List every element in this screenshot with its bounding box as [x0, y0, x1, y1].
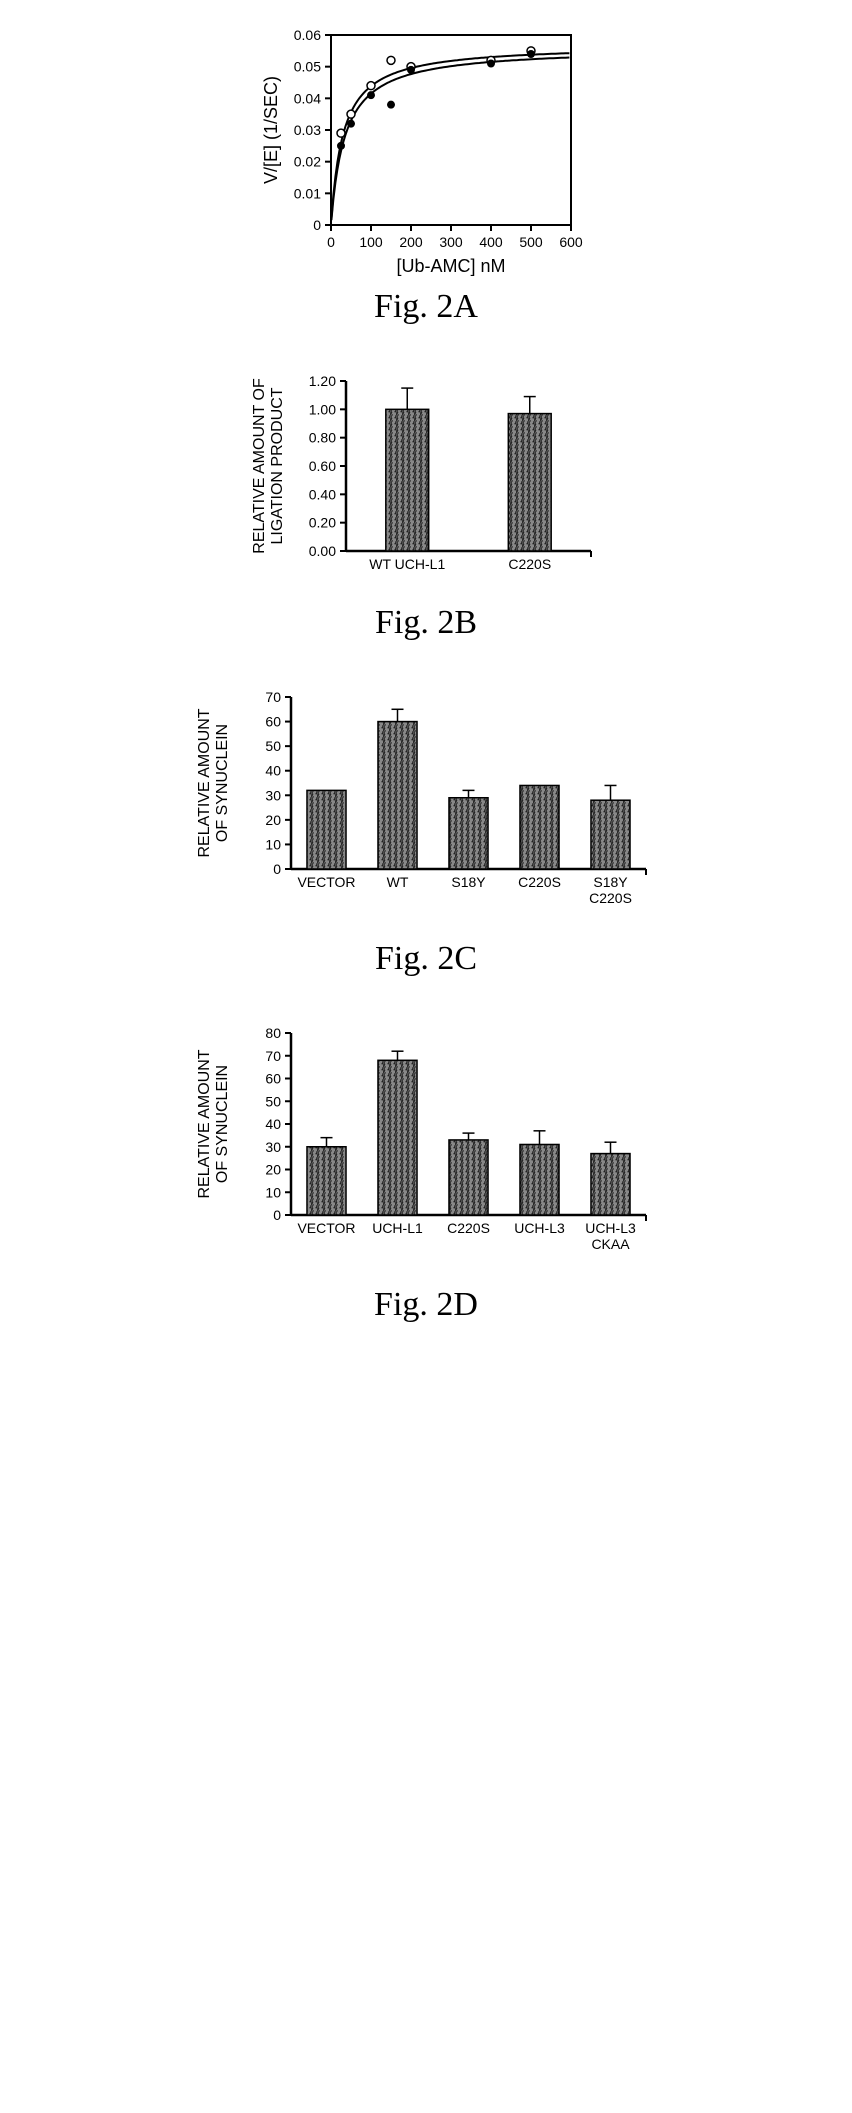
figure-2c: 010203040506070VECTORWTS18YC220SS18YC220…: [20, 682, 832, 978]
svg-text:WT UCH-L1: WT UCH-L1: [369, 556, 445, 572]
svg-text:0.02: 0.02: [294, 154, 321, 170]
svg-text:10: 10: [265, 836, 281, 852]
svg-text:VECTOR: VECTOR: [297, 874, 355, 890]
svg-text:C220S: C220S: [589, 890, 632, 906]
svg-text:UCH-L1: UCH-L1: [372, 1220, 423, 1236]
svg-text:RELATIVE AMOUNT OF: RELATIVE AMOUNT OF: [251, 378, 268, 554]
fig2d-plot: 0 10 20 30 40 50 60 70 80 VECTOR UCH-L1 C220S UCH-L3…: [191, 1018, 661, 1278]
svg-text:0.06: 0.06: [294, 27, 321, 43]
svg-text:RELATIVE AMOUNT: RELATIVE AMOUNT: [196, 708, 213, 857]
fig2c-label: Fig. 2C: [375, 940, 477, 978]
svg-text:0: 0: [273, 861, 281, 877]
svg-text:500: 500: [519, 234, 543, 250]
svg-text:600: 600: [559, 234, 583, 250]
svg-text:70: 70: [265, 1048, 281, 1064]
svg-text:OF SYNUCLEIN: OF SYNUCLEIN: [214, 724, 231, 842]
svg-text:C220S: C220S: [518, 874, 561, 890]
figure-2b: 0.00 0.20 0.40 0.60 0.80 1.00 1.20 WT UCH-L1 C22…: [20, 366, 832, 642]
svg-text:0.04: 0.04: [294, 90, 321, 106]
svg-text:CKAA: CKAA: [591, 1236, 630, 1252]
svg-text:WT: WT: [387, 874, 409, 890]
svg-text:S18Y: S18Y: [451, 874, 486, 890]
svg-text:0.00: 0.00: [309, 543, 336, 559]
svg-text:RELATIVE AMOUNT: RELATIVE AMOUNT: [196, 1049, 213, 1198]
svg-text:1.00: 1.00: [309, 401, 336, 417]
svg-text:80: 80: [265, 1025, 281, 1041]
svg-text:20: 20: [265, 1162, 281, 1178]
svg-text:300: 300: [439, 234, 463, 250]
svg-text:VECTOR: VECTOR: [297, 1220, 355, 1236]
svg-text:OF SYNUCLEIN: OF SYNUCLEIN: [214, 1065, 231, 1183]
svg-text:C220S: C220S: [508, 556, 551, 572]
svg-text:0: 0: [327, 234, 335, 250]
fig2a-label: Fig. 2A: [374, 288, 478, 326]
svg-text:10: 10: [265, 1184, 281, 1200]
svg-text:UCH-L3: UCH-L3: [585, 1220, 636, 1236]
svg-text:1.20: 1.20: [309, 373, 336, 389]
svg-text:0.05: 0.05: [294, 59, 321, 75]
svg-text:0.60: 0.60: [309, 458, 336, 474]
svg-text:0.01: 0.01: [294, 185, 321, 201]
svg-text:0.03: 0.03: [294, 122, 321, 138]
svg-text:0.20: 0.20: [309, 515, 336, 531]
svg-text:0: 0: [273, 1207, 281, 1223]
svg-text:100: 100: [359, 234, 383, 250]
svg-text:0: 0: [313, 217, 321, 233]
svg-text:C220S: C220S: [447, 1220, 490, 1236]
svg-text:UCH-L3: UCH-L3: [514, 1220, 565, 1236]
svg-text:60: 60: [265, 714, 281, 730]
svg-text:V/[E] (1/SEC): V/[E] (1/SEC): [261, 76, 281, 184]
svg-text:[Ub-AMC] nM: [Ub-AMC] nM: [396, 256, 505, 276]
fig2c-plot: 010203040506070VECTORWTS18YC220SS18YC220…: [191, 682, 661, 932]
figure-2a: 0 100 200 300 400 500 600 0 0.01 0.02 0.03 0.04 0.05…: [20, 20, 832, 326]
fig2a-plot: 0 100 200 300 400 500 600 0 0.01 0.02 0.03 0.04 0.05…: [261, 20, 591, 280]
svg-text:50: 50: [265, 1093, 281, 1109]
fig2b-plot: 0.00 0.20 0.40 0.60 0.80 1.00 1.20 WT UCH-L1 C22…: [246, 366, 606, 596]
svg-text:40: 40: [265, 1116, 281, 1132]
svg-text:60: 60: [265, 1071, 281, 1087]
svg-text:70: 70: [265, 689, 281, 705]
svg-text:20: 20: [265, 812, 281, 828]
fig2d-label: Fig. 2D: [374, 1286, 478, 1324]
svg-text:0.80: 0.80: [309, 430, 336, 446]
svg-text:50: 50: [265, 738, 281, 754]
svg-text:0.40: 0.40: [309, 486, 336, 502]
svg-text:30: 30: [265, 1139, 281, 1155]
fig2b-label: Fig. 2B: [375, 604, 477, 642]
svg-text:LIGATION PRODUCT: LIGATION PRODUCT: [269, 387, 286, 544]
svg-text:200: 200: [399, 234, 423, 250]
svg-text:30: 30: [265, 787, 281, 803]
figure-2d: 0 10 20 30 40 50 60 70 80 VECTOR UCH-L1 C220S UCH-L3…: [20, 1018, 832, 1324]
svg-text:40: 40: [265, 763, 281, 779]
svg-text:400: 400: [479, 234, 503, 250]
svg-text:S18Y: S18Y: [593, 874, 628, 890]
